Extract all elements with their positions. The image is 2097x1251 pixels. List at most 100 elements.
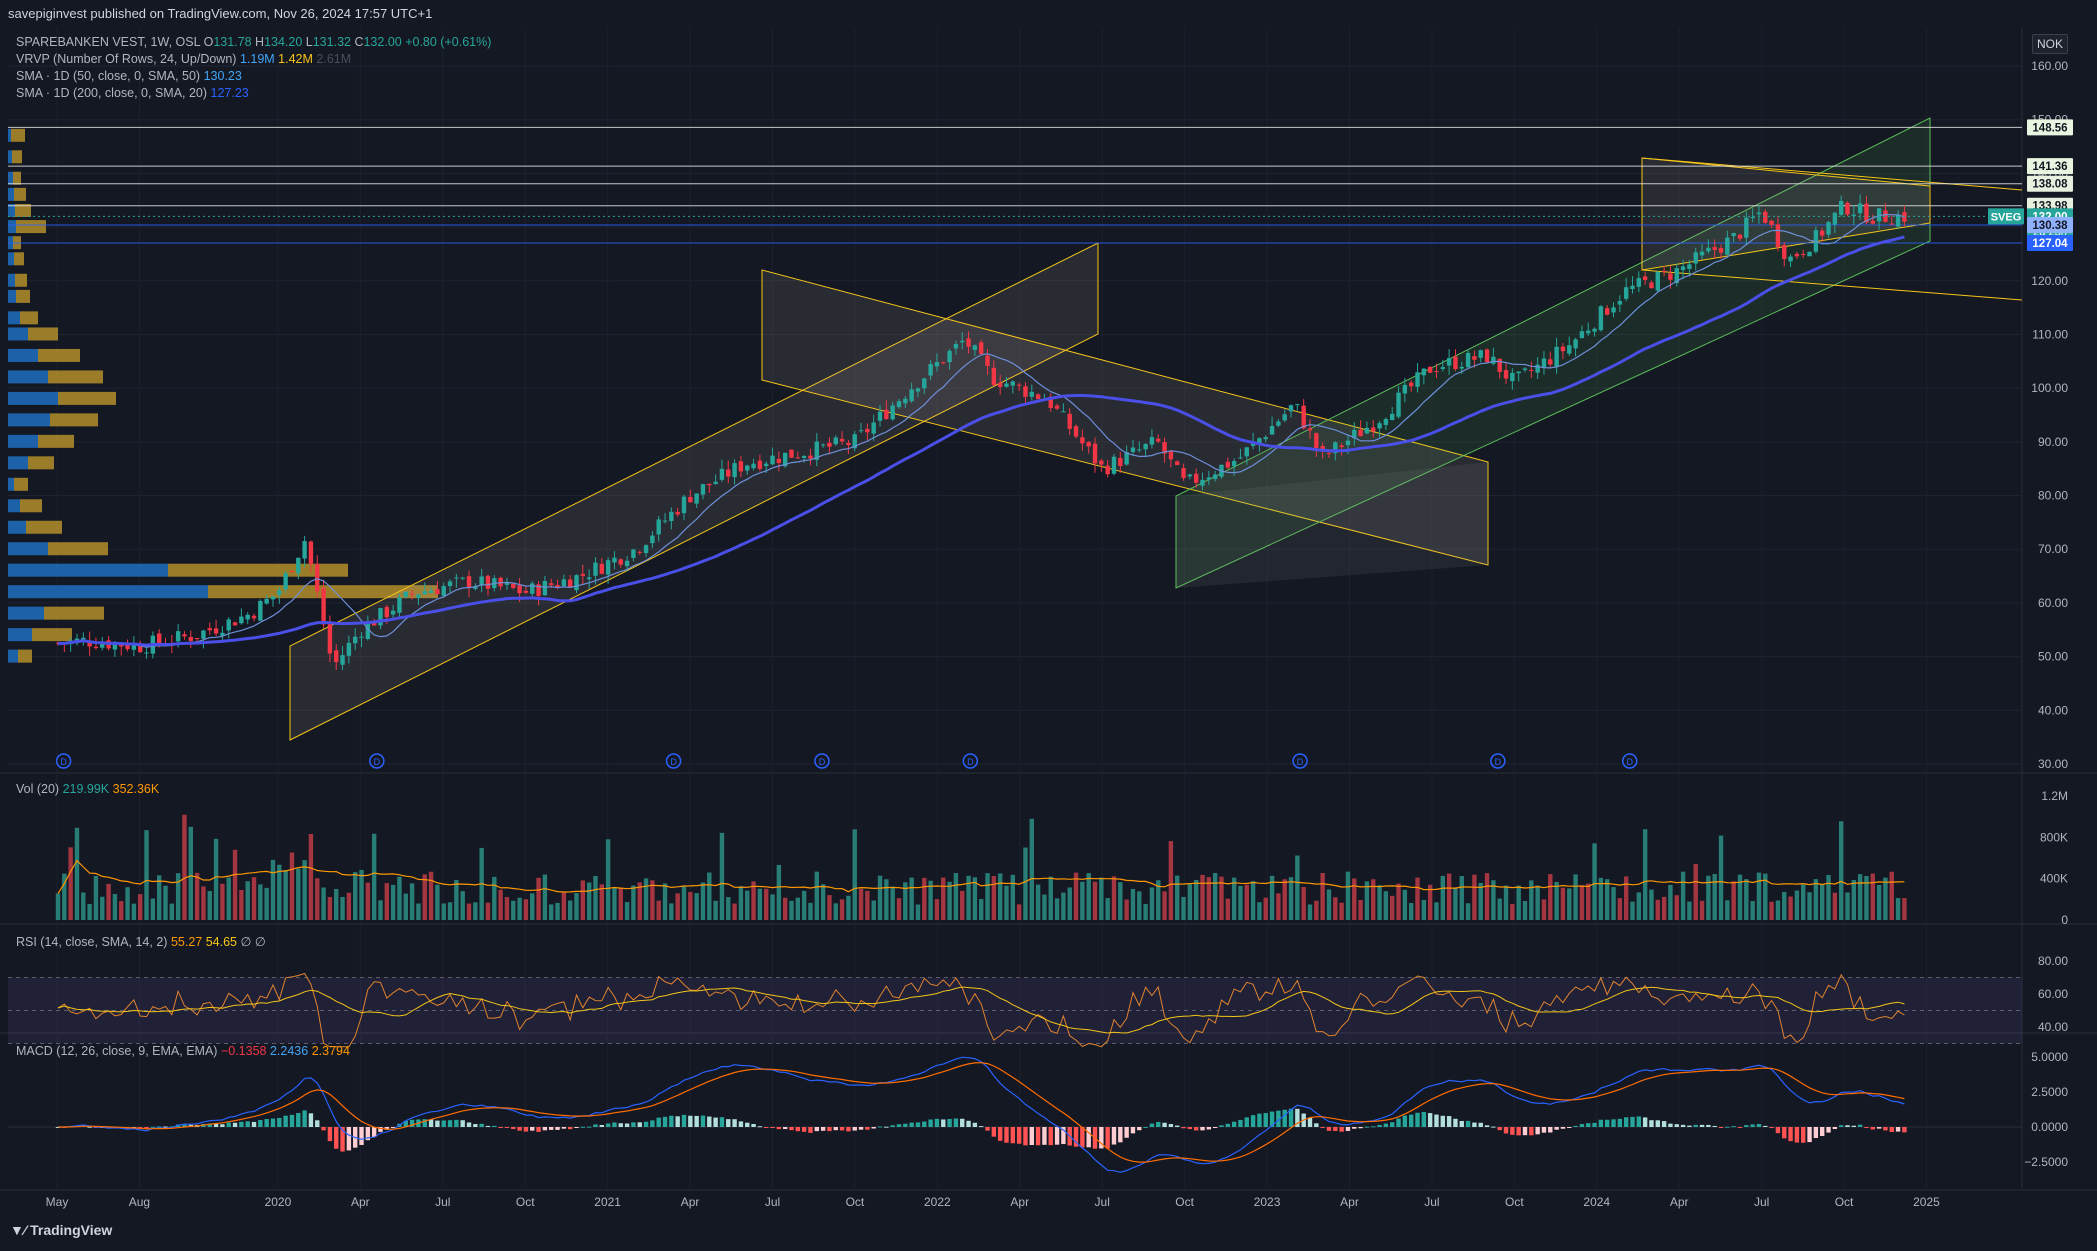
volume-profile-up-bar xyxy=(8,585,208,599)
macd-histogram-bar xyxy=(1364,1126,1370,1128)
macd-histogram-bar xyxy=(1307,1117,1313,1127)
macd-histogram-bar xyxy=(972,1122,978,1127)
volume-legend[interactable]: Vol (20) 219.99K 352.36K xyxy=(16,782,159,796)
macd-histogram-bar xyxy=(270,1118,276,1127)
macd-histogram-bar xyxy=(1352,1127,1357,1129)
sma200-row[interactable]: SMA · 1D (200, close, 0, SMA, 20) 127.23 xyxy=(16,85,491,102)
rsi-legend[interactable]: RSI (14, close, SMA, 14, 2) 55.27 54.65 … xyxy=(16,934,266,949)
volume-bar xyxy=(1238,885,1243,920)
volume-bar xyxy=(669,903,674,920)
candle-body xyxy=(1415,372,1420,387)
dividend-marker-label: D xyxy=(374,757,381,767)
tradingview-logo[interactable]: ▼⁄ TradingView xyxy=(10,1222,112,1238)
sma50-row[interactable]: SMA · 1D (50, close, 0, SMA, 50) 130.23 xyxy=(16,68,491,85)
macd-histogram-bar xyxy=(1554,1127,1559,1130)
candle-body xyxy=(1655,271,1660,291)
candle-body xyxy=(1706,247,1711,252)
candle-body xyxy=(296,557,301,574)
volume-bar xyxy=(55,893,61,920)
volume-bar xyxy=(1352,878,1357,920)
candle-body xyxy=(144,652,149,654)
macd-histogram-bar xyxy=(1737,1127,1743,1128)
macd-histogram-bar xyxy=(738,1121,744,1127)
volume-bar xyxy=(1086,873,1091,920)
macd-histogram-bar xyxy=(504,1127,510,1128)
volume-profile-down-bar xyxy=(20,499,42,513)
volume-bar xyxy=(726,897,731,920)
candle-body xyxy=(985,355,990,366)
rsi-value-3: ∅ ∅ xyxy=(240,935,266,949)
macd-histogram-bar xyxy=(1295,1108,1300,1127)
macd-histogram-bar xyxy=(1699,1124,1705,1127)
macd-histogram-bar xyxy=(1472,1122,1477,1127)
time-axis-label: May xyxy=(46,1195,69,1209)
volume-bar xyxy=(719,832,725,920)
volume-profile-up-bar xyxy=(8,563,168,577)
candle-body xyxy=(1168,450,1174,460)
volume-bar xyxy=(460,891,465,920)
macd-legend[interactable]: MACD (12, 26, close, 9, EMA, EMA) −0.135… xyxy=(16,1044,350,1058)
vrvp-label: VRVP (Number Of Rows, 24, Up/Down) xyxy=(16,52,237,66)
volume-axis-label: 0 xyxy=(2061,913,2068,927)
macd-histogram-bar xyxy=(1693,1124,1698,1127)
volume-bar xyxy=(928,880,933,920)
candle-body xyxy=(1484,349,1490,363)
volume-bar xyxy=(1769,901,1774,920)
macd-histogram-bar xyxy=(1560,1127,1566,1129)
candle-body xyxy=(258,600,263,621)
macd-histogram-bar xyxy=(1674,1124,1679,1127)
macd-histogram-bar xyxy=(1832,1127,1838,1130)
macd-histogram-bar xyxy=(745,1122,750,1127)
volume-bar xyxy=(1067,887,1072,920)
volume-profile-up-bar xyxy=(8,434,38,448)
rsi-axis-label: 40.00 xyxy=(2038,1020,2068,1034)
candle-body xyxy=(100,643,105,648)
price-axis-label: 60.00 xyxy=(2038,596,2068,610)
volume-bar xyxy=(447,902,453,920)
volume-bar xyxy=(789,900,794,920)
vrvp-row[interactable]: VRVP (Number Of Rows, 24, Up/Down) 1.19M… xyxy=(16,51,491,68)
candle-body xyxy=(1788,256,1793,262)
candle-body xyxy=(978,342,984,355)
volume-profile-up-bar xyxy=(8,606,44,620)
volume-profile-down-bar xyxy=(38,348,80,362)
candle-body xyxy=(909,389,914,402)
candle-body xyxy=(447,581,453,587)
macd-histogram-bar xyxy=(839,1127,845,1131)
volume-bar xyxy=(909,877,914,920)
candle-body xyxy=(1352,429,1357,439)
volume-bar xyxy=(631,885,636,920)
volume-bar xyxy=(1876,884,1882,920)
candle-body xyxy=(131,643,137,650)
candle-body xyxy=(1535,364,1540,373)
volume-bar xyxy=(62,873,67,920)
candle-body xyxy=(1137,449,1142,451)
currency-button[interactable]: NOK xyxy=(2032,34,2068,54)
volume-bar xyxy=(1554,881,1559,920)
macd-histogram-bar xyxy=(1225,1123,1231,1127)
candle-body xyxy=(1895,214,1901,227)
candle-body xyxy=(586,577,592,580)
volume-profile-up-bar xyxy=(8,311,20,325)
volume-bar xyxy=(144,830,149,920)
macd-histogram-bar xyxy=(782,1127,788,1130)
candle-body xyxy=(1326,452,1332,454)
candle-body xyxy=(188,637,193,641)
volume-bar xyxy=(1782,891,1787,920)
candle-body xyxy=(997,382,1003,388)
volume-bar xyxy=(1857,874,1863,920)
candle-body xyxy=(852,434,857,449)
macd-histogram-bar xyxy=(1845,1125,1850,1127)
volume-bar xyxy=(1200,874,1205,920)
macd-histogram-bar xyxy=(1105,1127,1110,1149)
macd-histogram-bar xyxy=(1522,1127,1528,1136)
candle-body xyxy=(517,585,522,594)
volume-bar xyxy=(1168,841,1174,920)
candle-body xyxy=(567,579,573,588)
candle-body xyxy=(637,551,642,553)
candle-body xyxy=(1819,230,1825,236)
volume-profile-up-bar xyxy=(8,370,48,384)
volume-bar xyxy=(985,873,990,920)
macd-histogram-bar xyxy=(985,1127,990,1131)
